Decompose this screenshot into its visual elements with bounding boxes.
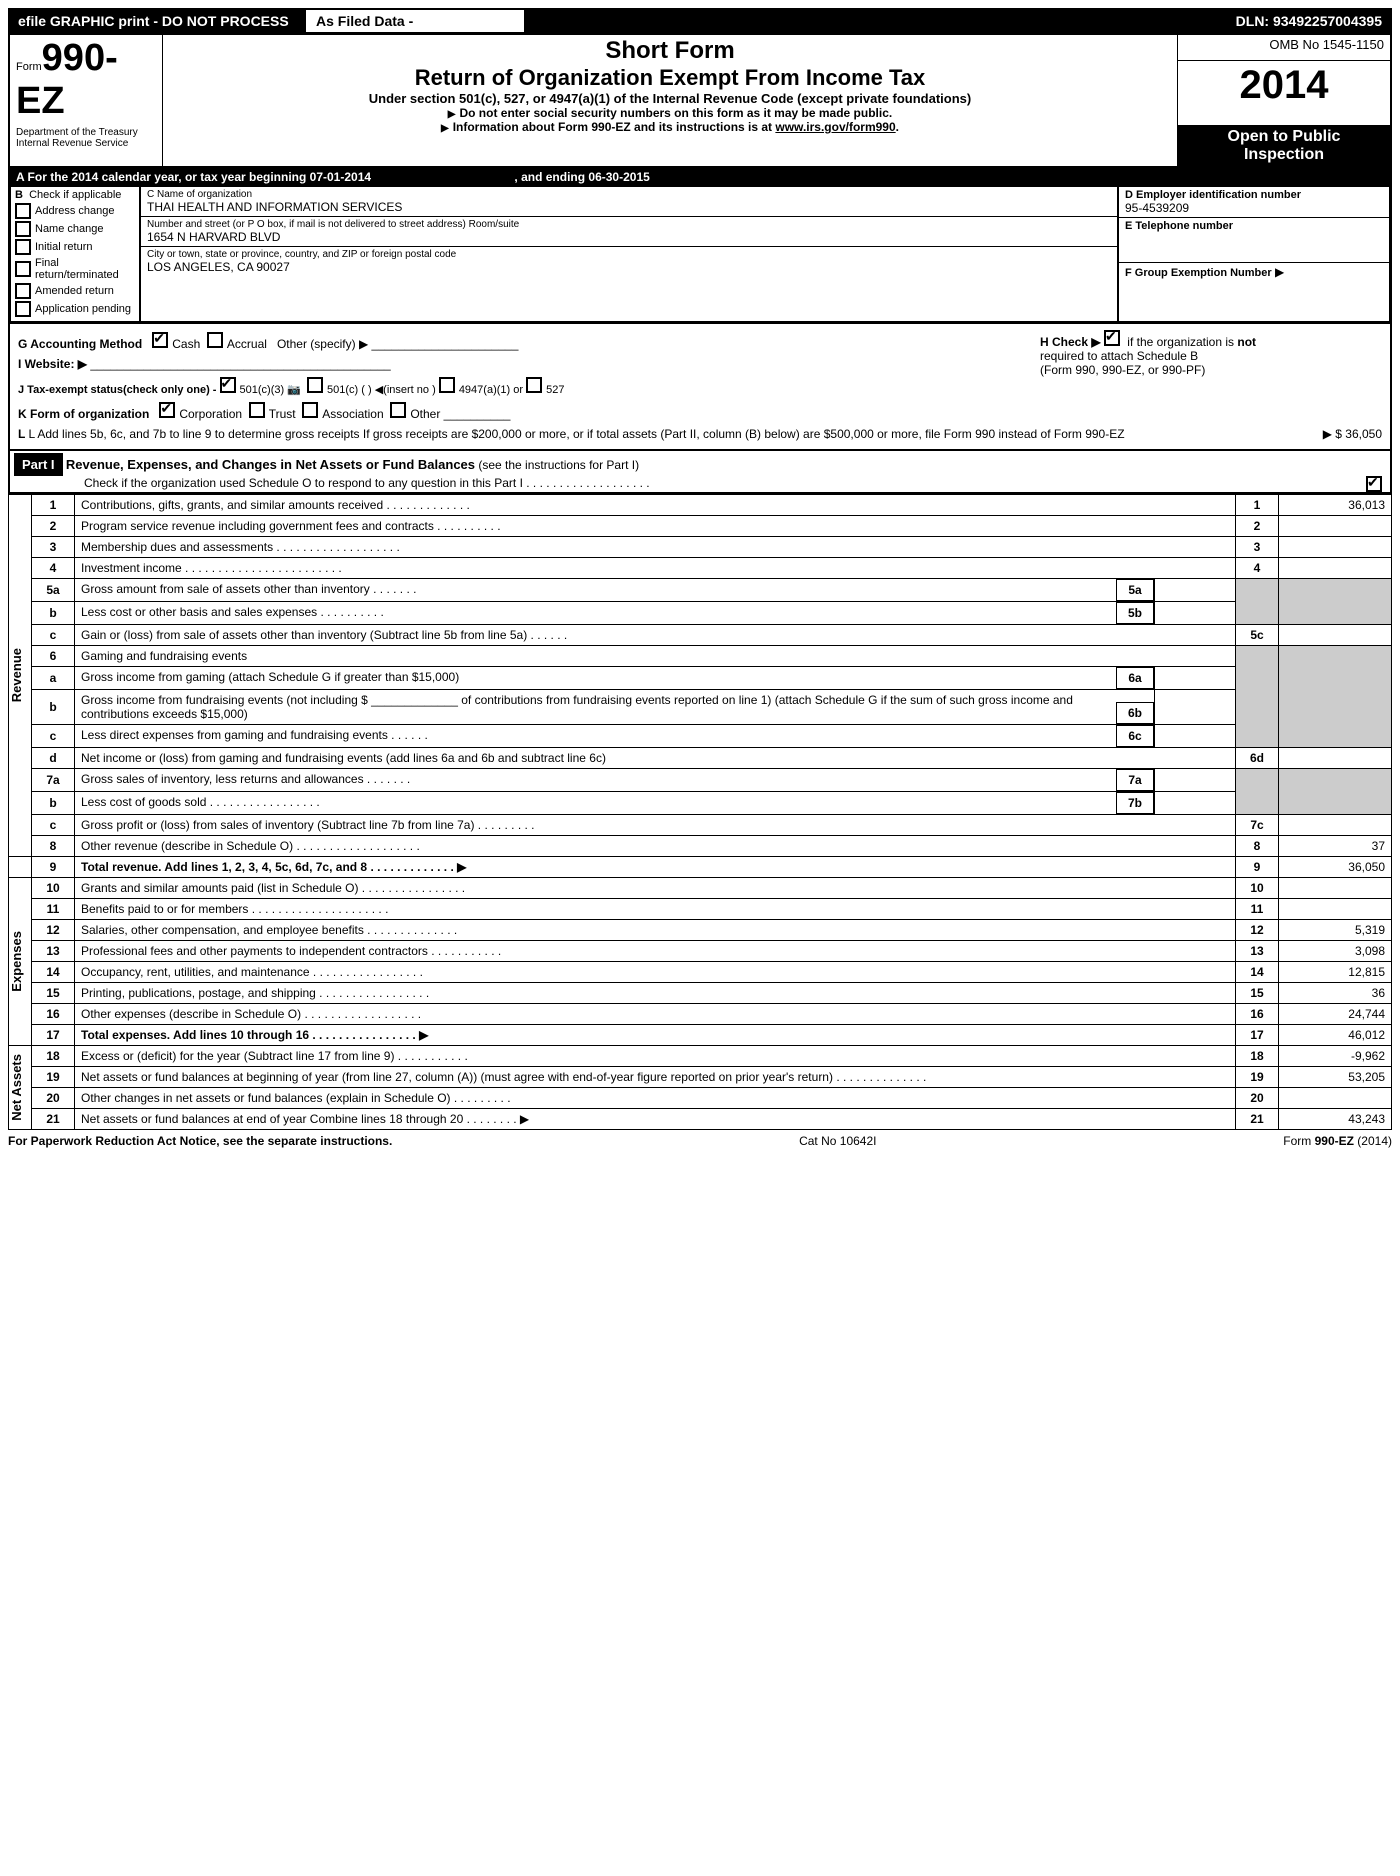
val-8: 37 xyxy=(1279,835,1392,856)
line-l: L L Add lines 5b, 6c, and 7b to line 9 t… xyxy=(18,427,1382,441)
footer: For Paperwork Reduction Act Notice, see … xyxy=(8,1130,1392,1152)
topbar-spacer xyxy=(524,10,1228,32)
val-15: 36 xyxy=(1279,982,1392,1003)
org-city: LOS ANGELES, CA 90027 xyxy=(147,260,1111,274)
check-corp[interactable] xyxy=(159,402,175,418)
header-table: Form990-EZ Short Form Return of Organiza… xyxy=(8,34,1392,168)
check-pending[interactable] xyxy=(15,301,31,317)
asfiled-label: As Filed Data - xyxy=(308,10,524,32)
omb-number: OMB No 1545-1150 xyxy=(1178,35,1392,61)
part1-label: Part I xyxy=(14,453,63,476)
check-h[interactable] xyxy=(1104,330,1120,346)
check-name[interactable] xyxy=(15,221,31,237)
section-b-checks: B Check if applicable Address change Nam… xyxy=(10,186,140,322)
val-18: -9,962 xyxy=(1279,1045,1392,1066)
val-12: 5,319 xyxy=(1279,919,1392,940)
f-arrow: ▶ xyxy=(1275,265,1284,279)
check-initial[interactable] xyxy=(15,239,31,255)
section-a: A For the 2014 calendar year, or tax yea… xyxy=(8,168,1392,324)
form-prefix: Form xyxy=(16,61,42,73)
org-addr: 1654 N HARVARD BLVD xyxy=(147,230,1111,244)
d-label: D Employer identification number xyxy=(1125,189,1383,201)
val-21: 43,243 xyxy=(1279,1108,1392,1129)
open-public: Open to Public Inspection xyxy=(1178,125,1392,167)
check-4947[interactable] xyxy=(439,377,455,393)
sub-title: Under section 501(c), 527, or 4947(a)(1)… xyxy=(169,91,1171,106)
efile-label: efile GRAPHIC print - DO NOT PROCESS xyxy=(10,10,308,32)
part1-subtitle: (see the instructions for Part I) xyxy=(478,458,639,472)
footer-mid: Cat No 10642I xyxy=(799,1134,876,1148)
check-501c3[interactable] xyxy=(220,377,236,393)
revenue-label: Revenue xyxy=(9,648,31,702)
line-j: J Tax-exempt status(check only one) - 50… xyxy=(18,377,1382,396)
tax-year: 2014 xyxy=(1178,60,1392,125)
val-13: 3,098 xyxy=(1279,940,1392,961)
val-1: 36,013 xyxy=(1279,494,1392,515)
line-k: K Form of organization Corporation Trust… xyxy=(18,402,1382,421)
part1-header: Part I Revenue, Expenses, and Changes in… xyxy=(8,451,1392,494)
check-other-org[interactable] xyxy=(390,402,406,418)
part1-check[interactable] xyxy=(1366,476,1382,492)
val-17: 46,012 xyxy=(1279,1024,1392,1045)
f-label: F Group Exemption Number xyxy=(1125,267,1272,279)
note2: Information about Form 990-EZ and its in… xyxy=(169,120,1171,134)
irs-link[interactable]: www.irs.gov/form990 xyxy=(775,120,895,134)
note1: Do not enter social security numbers on … xyxy=(169,106,1171,120)
row-a-header: A For the 2014 calendar year, or tax yea… xyxy=(10,168,1390,186)
val-9: 36,050 xyxy=(1279,856,1392,877)
org-name: THAI HEALTH AND INFORMATION SERVICES xyxy=(147,200,1111,214)
val-14: 12,815 xyxy=(1279,961,1392,982)
netassets-label: Net Assets xyxy=(9,1054,31,1121)
check-address[interactable] xyxy=(15,203,31,219)
check-amended[interactable] xyxy=(15,283,31,299)
check-501c[interactable] xyxy=(307,377,323,393)
short-form-title: Short Form xyxy=(169,37,1171,65)
c-label: C Name of organization xyxy=(147,189,1111,200)
main-table: Revenue 1Contributions, gifts, grants, a… xyxy=(8,494,1392,1130)
check-assoc[interactable] xyxy=(302,402,318,418)
part1-title: Revenue, Expenses, and Changes in Net As… xyxy=(66,457,475,472)
main-title: Return of Organization Exempt From Incom… xyxy=(169,65,1171,91)
l-value: ▶ $ 36,050 xyxy=(1323,427,1382,441)
addr-label: Number and street (or P O box, if mail i… xyxy=(147,219,1111,230)
e-label: E Telephone number xyxy=(1125,220,1383,232)
check-final[interactable] xyxy=(15,261,31,277)
form-990ez: 990-EZ xyxy=(16,37,118,122)
check-accrual[interactable] xyxy=(207,332,223,348)
form-number: Form990-EZ xyxy=(16,37,156,123)
val-19: 53,205 xyxy=(1279,1066,1392,1087)
check-527[interactable] xyxy=(526,377,542,393)
val-16: 24,744 xyxy=(1279,1003,1392,1024)
ein: 95-4539209 xyxy=(1125,201,1383,215)
irs-label: Internal Revenue Service xyxy=(16,138,156,149)
expenses-label: Expenses xyxy=(9,931,31,992)
top-bar: efile GRAPHIC print - DO NOT PROCESS As … xyxy=(8,8,1392,34)
check-cash[interactable] xyxy=(152,332,168,348)
footer-left: For Paperwork Reduction Act Notice, see … xyxy=(8,1134,392,1148)
dept-treasury: Department of the Treasury xyxy=(16,127,156,138)
city-label: City or town, state or province, country… xyxy=(147,249,1111,260)
part1-check-text: Check if the organization used Schedule … xyxy=(84,476,650,490)
footer-right: Form 990-EZ (2014) xyxy=(1283,1134,1392,1148)
h-check: H Check ▶ if the organization is not req… xyxy=(1040,330,1380,377)
mid-section: H Check ▶ if the organization is not req… xyxy=(8,324,1392,451)
dln-label: DLN: 93492257004395 xyxy=(1228,10,1390,32)
check-trust[interactable] xyxy=(249,402,265,418)
